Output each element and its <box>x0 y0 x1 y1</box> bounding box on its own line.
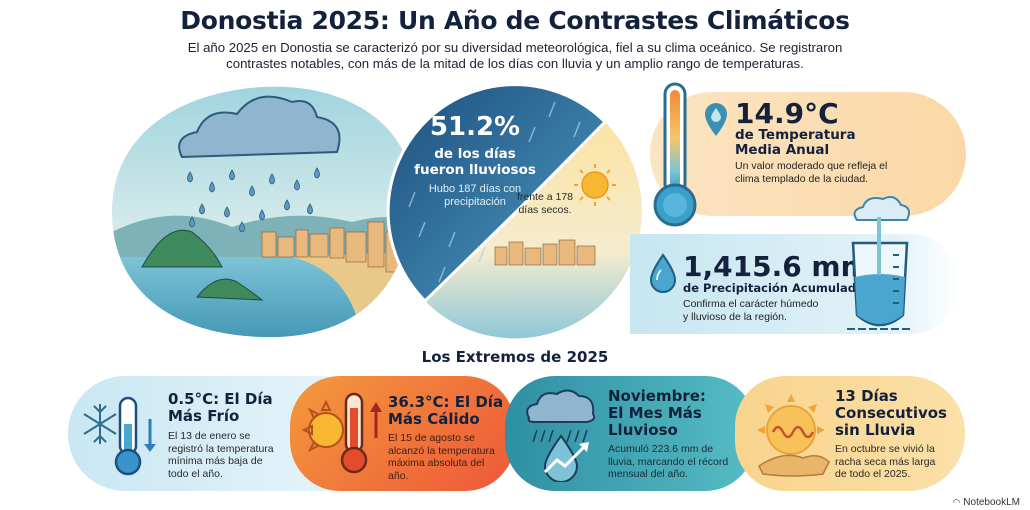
desc-line: de todo el 2025. <box>835 468 911 480</box>
label-line: de Temperatura <box>735 127 856 143</box>
extreme-card-rainiest-month: Noviembre: El Mes Más Lluvioso Acumuló 2… <box>505 376 755 491</box>
rainy-days-percent: 51.2% <box>429 112 521 142</box>
brand-label: NotebookLM <box>963 497 1020 508</box>
label-line: Media Anual <box>735 142 830 158</box>
hottest-day-title: 36.3°C: El Día Más Cálido <box>388 394 503 428</box>
subtitle-line: El año 2025 en Donostia se caracterizó p… <box>187 40 843 55</box>
title-line: El Mes Más <box>608 404 702 422</box>
hottest-day-desc: El 15 de agosto se alcanzó la temperatur… <box>388 432 495 482</box>
desc-line: registró la temperatura <box>168 442 274 455</box>
coldest-day-desc: El 13 de enero se registró la temperatur… <box>168 430 274 480</box>
rainy-days-label: de los días fueron lluviosos <box>395 146 555 178</box>
page-subtitle: El año 2025 en Donostia se caracterizó p… <box>150 40 880 72</box>
thermometer-icon <box>652 80 698 230</box>
extreme-card-hottest-day: 36.3°C: El Día Más Cálido El 15 de agost… <box>290 376 515 491</box>
desc-line: máxima absoluta del <box>388 457 485 469</box>
notebooklm-logo-icon: ◠ <box>952 497 961 507</box>
desc-line: y lluvioso de la región. <box>683 311 787 323</box>
mean-temperature-desc: Un valor moderado que refleja el clima t… <box>735 160 895 186</box>
cloud-icon <box>178 95 341 159</box>
desc-line: mensual del año. <box>608 468 688 480</box>
rainy-detail-line: precipitación <box>444 196 506 208</box>
title-line: Noviembre: <box>608 387 706 405</box>
mean-temperature-label: de Temperatura Media Anual <box>735 128 885 158</box>
desc-line: clima templado de la ciudad. <box>735 173 869 185</box>
snowflake-thermometer-icon <box>82 394 162 476</box>
rainy-label-line: fueron lluviosos <box>414 162 536 178</box>
rainy-days-slice <box>386 83 608 304</box>
rain-cloud-trend-icon <box>523 386 603 483</box>
dry-detail-line: días secos. <box>518 204 572 216</box>
coldest-day-title: 0.5°C: El Día Más Frío <box>168 391 273 425</box>
dry-days-detail: frente a 178 días secos. <box>505 191 585 217</box>
rainiest-month-desc: Acumuló 223.6 mm de lluvia, marcando el … <box>608 443 728 481</box>
desc-line: En octubre se vivió la <box>835 443 935 455</box>
dry-streak-title: 13 Días Consecutivos sin Lluvia <box>835 388 947 439</box>
desc-line: El 13 de enero se <box>168 430 251 442</box>
desc-line: mínima más baja de <box>168 455 263 467</box>
title-line: Lluvioso <box>608 421 678 439</box>
desc-line: alcanzó la temperatura <box>388 444 495 457</box>
page-title: Donostia 2025: Un Año de Contrastes Clim… <box>180 6 850 35</box>
sun-icon <box>574 164 616 206</box>
rainy-city-illustration <box>112 82 412 340</box>
rainy-vs-dry-days-pie: 51.2% de los días fueron lluviosos Hubo … <box>385 82 645 344</box>
water-drop-icon <box>648 252 678 294</box>
title-line: Más Cálido <box>388 410 480 428</box>
desc-line: todo el año. <box>168 467 223 480</box>
title-line: 0.5°C: El Día <box>168 390 273 408</box>
rainiest-month-title: Noviembre: El Mes Más Lluvioso <box>608 388 706 439</box>
sun-thermometer-icon <box>300 388 388 478</box>
mean-temperature-value: 14.9°C <box>735 97 839 130</box>
desc-line: Un valor moderado que refleja el <box>735 160 888 172</box>
title-line: sin Lluvia <box>835 421 916 439</box>
sun-desert-icon <box>753 388 833 480</box>
extremes-section-title: Los Extremos de 2025 <box>421 348 609 366</box>
extreme-card-coldest-day: 0.5°C: El Día Más Frío El 13 de enero se… <box>68 376 328 491</box>
desc-line: año. <box>388 469 409 482</box>
rainy-label-line: de los días <box>434 146 516 162</box>
subtitle-line: contrastes notables, con más de la mitad… <box>226 56 804 71</box>
dry-streak-desc: En octubre se vivió la racha seca más la… <box>835 443 935 481</box>
precipitation-label: de Precipitación Acumulada <box>683 281 864 295</box>
location-pin-drop-icon <box>703 102 729 138</box>
title-line: Consecutivos <box>835 404 947 422</box>
rainy-days-detail: Hubo 187 días con precipitación <box>395 183 555 209</box>
extreme-card-dry-streak: 13 Días Consecutivos sin Lluvia En octub… <box>735 376 965 491</box>
desc-line: racha seca más larga <box>835 455 936 468</box>
desc-line: Acumuló 223.6 mm de <box>608 443 714 455</box>
desc-line: Confirma el carácter húmedo <box>683 298 819 310</box>
mean-temperature-card <box>650 92 966 216</box>
title-line: 13 Días <box>835 387 898 405</box>
desc-line: El 15 de agosto se <box>388 432 475 444</box>
dry-detail-line: frente a 178 <box>516 191 574 203</box>
desc-line: lluvia, marcando el récord <box>608 455 729 468</box>
precipitation-value: 1,415.6 mm <box>683 250 870 283</box>
precipitation-desc: Confirma el carácter húmedo y lluvioso d… <box>683 298 853 324</box>
title-line: 36.3°C: El Día <box>388 393 504 411</box>
title-line: Más Frío <box>168 407 240 425</box>
rain-gauge-beaker-icon <box>845 195 915 335</box>
rainy-detail-line: Hubo 187 días con <box>428 183 522 195</box>
brand-watermark: ◠ NotebookLM <box>952 497 1020 508</box>
